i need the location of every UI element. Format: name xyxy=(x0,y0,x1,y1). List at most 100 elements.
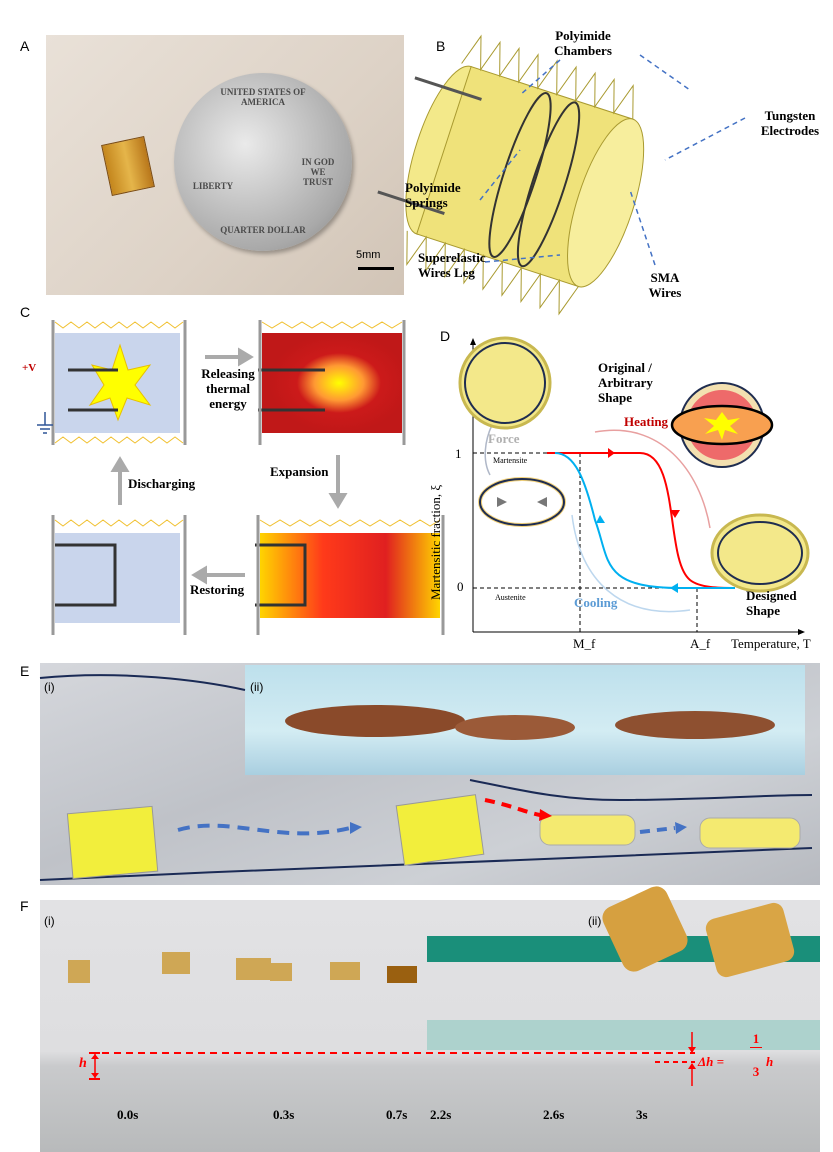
path-arrow-red xyxy=(484,798,541,817)
dh-denominator: 3 xyxy=(752,1064,760,1079)
panel-f-sub-ii: (ii) xyxy=(588,914,602,928)
x-tick-mf: M_f xyxy=(573,636,596,651)
voltage-label: +V xyxy=(22,362,37,374)
panel-f-sub-i: (i) xyxy=(44,914,55,928)
robot-body xyxy=(377,34,645,316)
spring-top xyxy=(461,34,634,120)
spring-bottom xyxy=(406,230,579,316)
step-restoring: Restoring xyxy=(190,582,245,597)
coin-text-left: LIBERTY xyxy=(192,181,234,191)
cockroach-1 xyxy=(285,705,465,737)
time-2-6s: 2.6s xyxy=(543,1107,565,1122)
time-2-2s: 2.2s xyxy=(430,1107,452,1122)
panel-c-diagram xyxy=(37,320,445,635)
flow-arrows xyxy=(110,347,348,585)
h-label: h xyxy=(79,1056,87,1071)
callout-sma-wires: SMA Wires xyxy=(648,270,682,300)
panel-f-photo xyxy=(40,882,820,1152)
step-discharging: Discharging xyxy=(128,476,196,491)
state-2 xyxy=(258,333,402,433)
x-axis-label: Temperature, T xyxy=(731,636,811,651)
state-1 xyxy=(55,333,180,433)
time-0-0s: 0.0s xyxy=(117,1107,139,1122)
terrain-line-mid xyxy=(469,779,813,802)
heated-shape-icon xyxy=(670,382,774,468)
force-arrow xyxy=(484,424,493,476)
scale-bar-label: 5mm xyxy=(356,249,381,261)
cooling-curve xyxy=(554,452,735,589)
state-3 xyxy=(255,533,440,618)
robot-2-2s xyxy=(270,963,292,981)
path-arrow-blue-1 xyxy=(177,823,351,836)
terrain-line-bottom xyxy=(39,847,813,881)
ground-icon xyxy=(37,412,53,434)
intermediate-shape-icon xyxy=(478,477,566,527)
cooling-label: Cooling xyxy=(574,595,618,610)
panel-f-label: F xyxy=(20,898,29,914)
panel-e-cockroach-image xyxy=(245,665,805,775)
state-4 xyxy=(55,533,180,623)
panel-d-chart xyxy=(458,336,810,635)
obstacle-reflection xyxy=(427,1020,820,1050)
cockroach-3 xyxy=(615,711,775,739)
step-expansion: Expansion xyxy=(270,464,329,479)
coin-text-right: IN GOD WE TRUST xyxy=(301,157,335,187)
y-axis-arrow xyxy=(470,338,476,345)
scale-bar xyxy=(358,267,394,270)
y-tick-1: 1 xyxy=(455,446,462,461)
robot-expanded-2 xyxy=(395,794,485,866)
force-label: Force xyxy=(488,431,520,446)
panel-e-sub-ii: (ii) xyxy=(250,680,264,694)
panel-b-diagram xyxy=(377,34,746,316)
robot-contracted-2 xyxy=(699,817,801,849)
quarter-coin: UNITED STATES OF AMERICA LIBERTY IN GOD … xyxy=(174,73,352,251)
dh-numerator: 1 xyxy=(750,1030,762,1048)
time-0-3s: 0.3s xyxy=(273,1107,295,1122)
designed-shape-label: Designed Shape xyxy=(746,588,797,618)
terrain-line-top xyxy=(39,674,246,691)
step-releasing: Releasing thermal energy xyxy=(201,366,255,411)
callout-tungsten-electrodes: Tungsten Electrodes xyxy=(760,108,820,138)
austenite-label: Austenite xyxy=(495,593,526,602)
cooling-arrow-left xyxy=(670,583,678,593)
path-arrow-blue-2 xyxy=(639,826,676,834)
heating-label: Heating xyxy=(624,414,669,429)
panel-e-sub-i: (i) xyxy=(44,680,55,694)
time-0-7s: 0.7s xyxy=(386,1107,408,1122)
heating-arrow-down xyxy=(670,510,680,518)
dh-h: h xyxy=(766,1054,774,1069)
dh-label: Δh = xyxy=(698,1054,725,1069)
heating-process-arrow xyxy=(594,429,711,529)
callout-lines xyxy=(479,54,746,266)
panel-e-label: E xyxy=(20,663,30,679)
robot-0-3s xyxy=(162,952,190,974)
martensite-label: Martensite xyxy=(493,456,528,465)
y-tick-0: 0 xyxy=(457,579,464,594)
panel-b-label: B xyxy=(436,38,446,54)
robot-0-0s xyxy=(68,960,90,983)
robot-expanded-1 xyxy=(66,805,159,880)
robot-3s xyxy=(387,966,417,983)
panel-c-label: C xyxy=(20,304,31,320)
panel-a-label: A xyxy=(20,38,30,54)
coin-text-top: UNITED STATES OF AMERICA xyxy=(220,87,306,107)
cockroach-2 xyxy=(455,715,575,740)
cooling-process-arrow xyxy=(571,514,691,613)
panel-a-photo: UNITED STATES OF AMERICA LIBERTY IN GOD … xyxy=(46,35,404,295)
spring-zigzags xyxy=(54,321,441,527)
panel-e-overlay xyxy=(39,674,813,881)
callout-polyimide-springs: Polyimide Springs xyxy=(405,180,461,210)
coin-text-bottom: QUARTER DOLLAR xyxy=(220,225,306,235)
time-3s: 3s xyxy=(636,1107,648,1122)
original-shape-icon xyxy=(458,336,552,430)
frames xyxy=(51,320,445,635)
robot-2-6s xyxy=(330,962,360,980)
panel-d-label: D xyxy=(440,328,451,344)
cooling-arrow-up xyxy=(596,515,605,523)
x-axis-arrow xyxy=(798,629,805,635)
original-shape-label: Original / Arbitrary Shape xyxy=(598,360,653,405)
designed-shape-icon xyxy=(710,513,810,593)
callout-superelastic-wires: Superelastic Wires Leg xyxy=(418,250,486,280)
